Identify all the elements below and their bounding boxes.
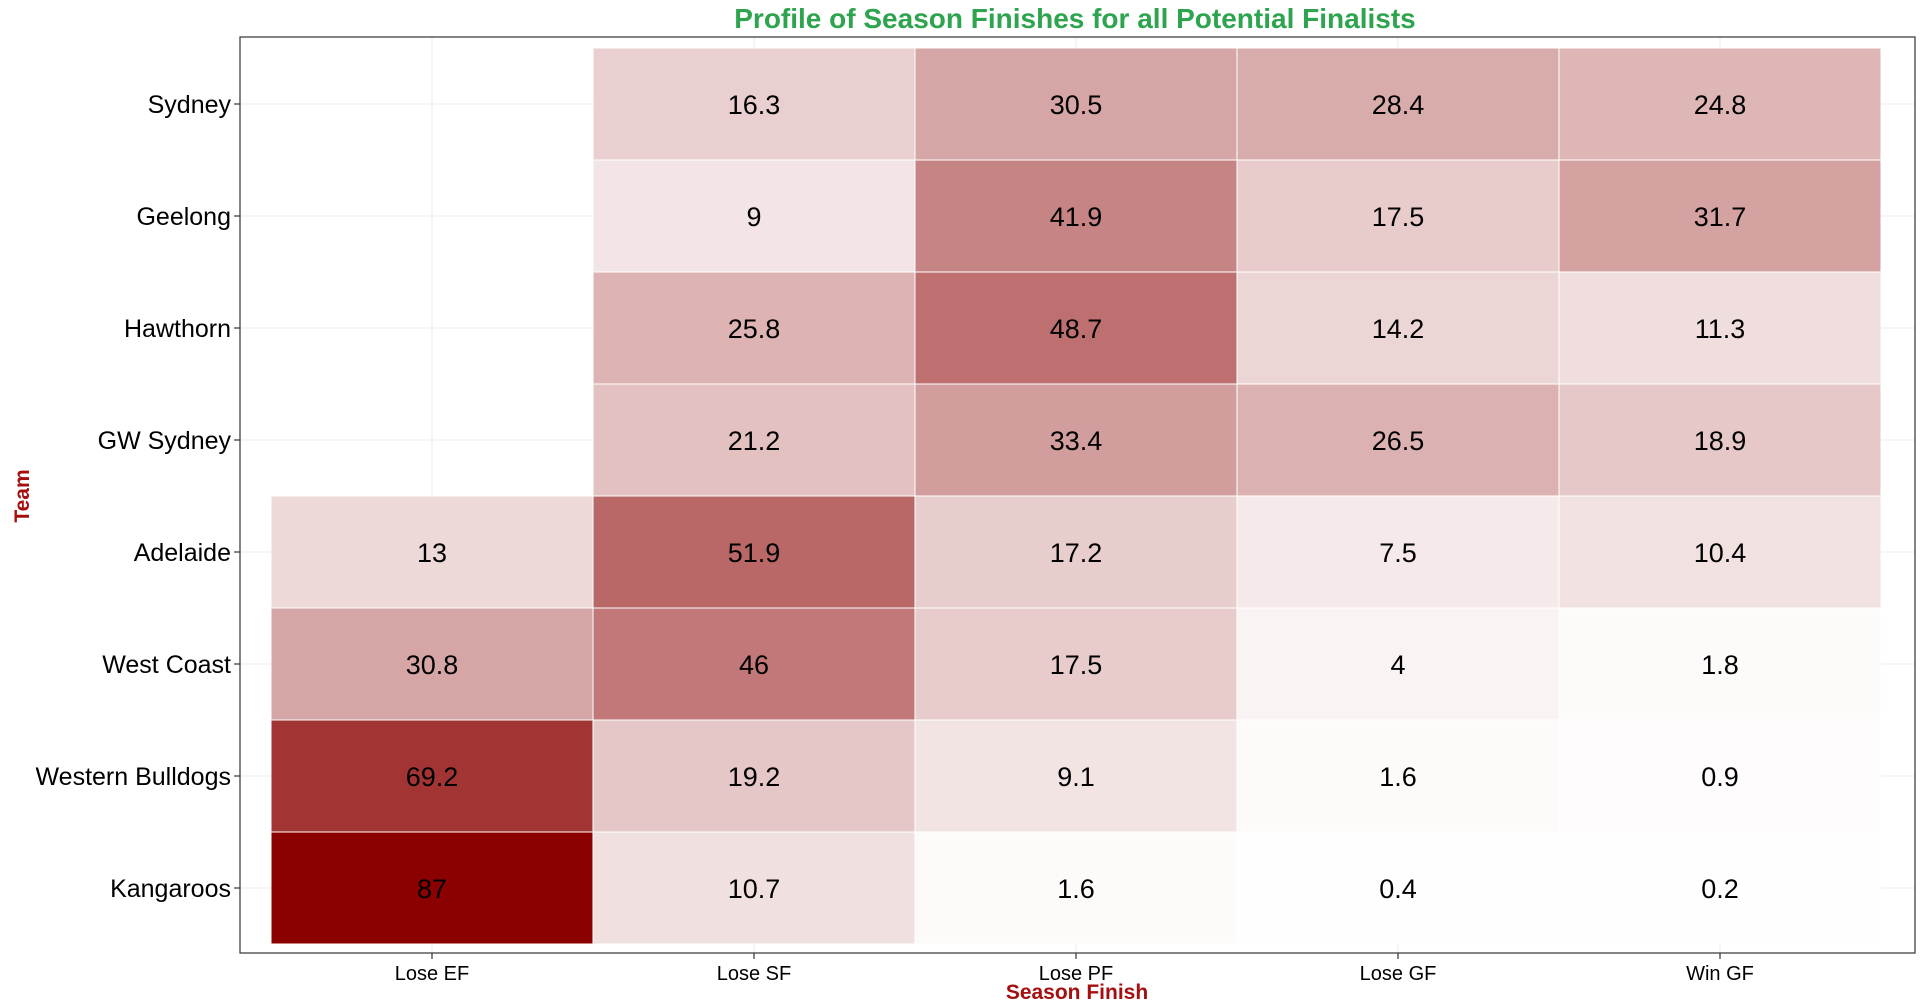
cell-value-label: 1.8 xyxy=(1701,650,1739,680)
heatmap-cell xyxy=(592,383,916,497)
cell-value-label: 28.4 xyxy=(1372,90,1425,120)
cell-value-label: 17.5 xyxy=(1050,650,1103,680)
cell-value-label: 17.2 xyxy=(1050,538,1103,568)
x-tick-label: Lose EF xyxy=(395,963,469,985)
cell-value-label: 10.7 xyxy=(728,874,781,904)
heatmap-cell xyxy=(1558,719,1882,833)
heatmap-cell xyxy=(914,47,1238,161)
x-axis-ticks: Lose EF Lose SF Lose PF Lose GF Win GF xyxy=(395,953,1754,985)
cell-value-label: 13 xyxy=(417,538,447,568)
heatmap-cell xyxy=(1558,47,1882,161)
cell-value-label: 69.2 xyxy=(406,762,459,792)
cell-value-label: 11.3 xyxy=(1695,314,1746,344)
x-tick-label: Win GF xyxy=(1686,963,1754,985)
heatmap-cell xyxy=(592,47,916,161)
cell-value-label: 48.7 xyxy=(1050,314,1103,344)
heatmap-cells xyxy=(270,47,1882,945)
heatmap-cell xyxy=(270,607,594,721)
heatmap-cell xyxy=(1558,271,1882,385)
cell-value-label: 19.2 xyxy=(728,762,781,792)
cell-value-label: 17.5 xyxy=(1372,202,1425,232)
heatmap-cell xyxy=(592,607,916,721)
heatmap-cell xyxy=(270,495,594,609)
heatmap-cell xyxy=(592,159,916,273)
cell-value-label: 31.7 xyxy=(1694,202,1747,232)
cell-value-label: 87 xyxy=(417,874,447,904)
heatmap-cell xyxy=(1236,159,1560,273)
heatmap-cell xyxy=(914,607,1238,721)
cell-value-labels: 16.3 30.5 28.4 24.8 9 41.9 17.5 31.7 25.8 48.7 14.… xyxy=(406,90,1747,904)
heatmap-cell xyxy=(914,383,1238,497)
heatmap-cell xyxy=(1236,495,1560,609)
y-tick-label: Sydney xyxy=(148,91,232,119)
heatmap-cell xyxy=(1558,495,1882,609)
heatmap-cell xyxy=(1236,831,1560,945)
cell-value-label: 18.9 xyxy=(1694,426,1747,456)
plot-panel-border xyxy=(239,36,1916,954)
cell-value-label: 26.5 xyxy=(1372,426,1425,456)
cell-value-label: 0.2 xyxy=(1701,874,1739,904)
cell-value-label: 4 xyxy=(1390,650,1405,680)
cell-value-label: 10.4 xyxy=(1694,538,1747,568)
cell-value-label: 16.3 xyxy=(728,90,781,120)
cell-value-label: 41.9 xyxy=(1050,202,1103,232)
cell-value-label: 24.8 xyxy=(1694,90,1747,120)
heatmap-cell xyxy=(1236,271,1560,385)
cell-value-label: 1.6 xyxy=(1057,874,1095,904)
y-tick-label: Kangaroos xyxy=(110,875,231,903)
cell-value-label: 7.5 xyxy=(1379,538,1417,568)
cell-value-label: 25.8 xyxy=(728,314,781,344)
heatmap-cell xyxy=(592,271,916,385)
x-tick-label: Lose GF xyxy=(1360,963,1437,985)
cell-value-label: 0.4 xyxy=(1379,874,1417,904)
heatmap-cell xyxy=(914,831,1238,945)
cell-value-label: 1.6 xyxy=(1379,762,1417,792)
cell-value-label: 46 xyxy=(739,650,769,680)
heatmap-cell xyxy=(592,719,916,833)
heatmap-cell xyxy=(1558,383,1882,497)
cell-value-label: 30.8 xyxy=(406,650,459,680)
heatmap-cell xyxy=(1236,607,1560,721)
cell-value-label: 0.9 xyxy=(1701,762,1739,792)
heatmap-cell xyxy=(1236,47,1560,161)
y-axis-ticks: Sydney Geelong Hawthorn GW Sydney Adelaide We… xyxy=(36,91,240,903)
cell-value-label: 21.2 xyxy=(728,426,781,456)
y-tick-label: Adelaide xyxy=(134,539,231,567)
x-axis-title: Season Finish xyxy=(1006,981,1148,1004)
heatmap-cell xyxy=(1558,831,1882,945)
cell-value-label: 14.2 xyxy=(1372,314,1425,344)
y-tick-label: GW Sydney xyxy=(98,427,232,455)
cell-value-label: 51.9 xyxy=(728,538,781,568)
y-tick-label: Geelong xyxy=(136,203,231,231)
y-tick-label: Western Bulldogs xyxy=(36,763,231,791)
cell-value-label: 9 xyxy=(746,202,761,232)
y-tick-label: Hawthorn xyxy=(124,315,231,343)
heatmap-cell xyxy=(592,495,916,609)
y-tick-label: West Coast xyxy=(102,651,231,679)
heatmap-cell xyxy=(1558,159,1882,273)
heatmap-cell xyxy=(914,495,1238,609)
y-axis-title: Team xyxy=(11,469,34,522)
heatmap-cell xyxy=(592,831,916,945)
cell-value-label: 30.5 xyxy=(1050,90,1103,120)
heatmap-cell xyxy=(270,831,594,945)
x-tick-label: Lose SF xyxy=(717,963,791,985)
heatmap-cell xyxy=(914,271,1238,385)
cell-value-label: 9.1 xyxy=(1057,762,1095,792)
heatmap-cell xyxy=(1236,383,1560,497)
chart-title: Profile of Season Finishes for all Poten… xyxy=(734,3,1415,34)
heatmap-cell xyxy=(1558,607,1882,721)
x-tick-label: Lose PF xyxy=(1039,963,1113,985)
cell-value-label: 33.4 xyxy=(1050,426,1103,456)
